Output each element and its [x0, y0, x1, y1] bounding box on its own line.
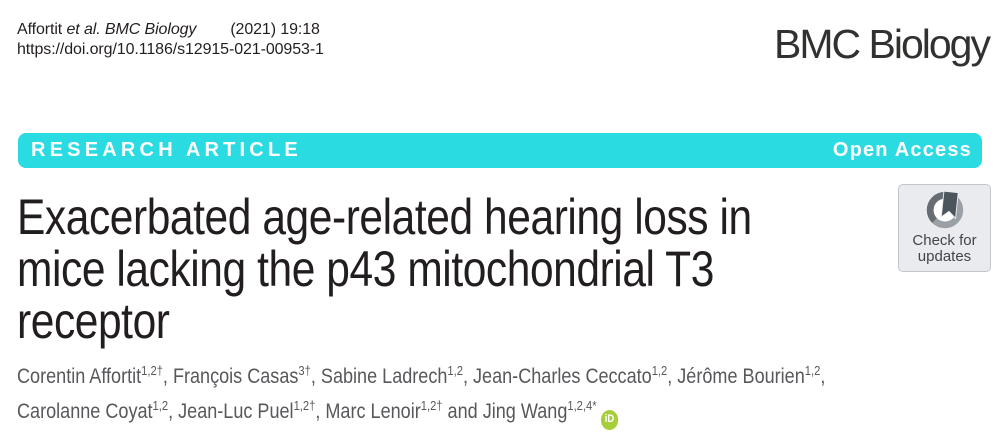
author-affiliation: 1,2 [447, 363, 463, 378]
author-corresponding: Jing Wang1,2,4* [482, 398, 597, 423]
author-affiliation: 1,2† [420, 398, 443, 413]
article-title-line: mice lacking the p43 mitochondrial T3 [17, 241, 714, 297]
article-title-line: receptor [17, 293, 170, 349]
article-title-line: Exacerbated age-related hearing loss in [17, 189, 752, 245]
author-affiliation: 1,2 [651, 363, 668, 378]
author-affiliation: 3† [298, 363, 311, 378]
crossmark-icon [926, 190, 963, 229]
author: Jean-Luc Puel1,2†, [178, 398, 326, 423]
author: Carolanne Coyat1,2, [17, 398, 179, 423]
citation-issue: (2021) 19:18 [230, 21, 320, 38]
journal-logo: BMC Biology [774, 21, 991, 67]
article-type-banner: RESEARCH ARTICLE Open Access [18, 133, 982, 168]
author-affiliation: 1,2 [804, 363, 821, 378]
author-affiliation: 1,2† [293, 398, 316, 413]
author: Sabine Ladrech1,2, [320, 363, 474, 388]
author-affiliation: 1,2 [152, 398, 169, 413]
author-affiliation: 1,2,4* [567, 398, 597, 413]
citation-journal: et al. BMC Biology [66, 21, 197, 38]
doi-link[interactable]: https://doi.org/10.1186/s12915-021-00953… [17, 40, 324, 58]
article-title: Exacerbated age-related hearing loss in … [17, 191, 952, 347]
author: Corentin Affortit1,2†, [17, 363, 173, 388]
citation-block: Affortit et al. BMC Biology (2021) 19:18 … [17, 20, 324, 59]
orcid-icon[interactable]: iD [600, 409, 619, 430]
author-affiliation: 1,2† [141, 363, 163, 378]
author: Jérôme Bourien1,2, [677, 363, 826, 388]
open-access-label: Open Access [832, 139, 972, 161]
author: Jean-Charles Ceccato1,2, [473, 363, 678, 388]
article-type-label: RESEARCH ARTICLE [31, 139, 302, 161]
check-for-updates-label: Check for updates [912, 232, 977, 265]
citation-authors: Affortit [17, 21, 67, 38]
citation-line: Affortit et al. BMC Biology (2021) 19:18 [17, 21, 320, 38]
author: François Casas3†, [172, 363, 321, 388]
check-for-updates-badge[interactable]: Check for updates [898, 184, 991, 272]
author: Marc Lenoir1,2† and [325, 398, 483, 423]
author-list: Corentin Affortit1,2†, François Casas3†,… [17, 359, 1005, 430]
